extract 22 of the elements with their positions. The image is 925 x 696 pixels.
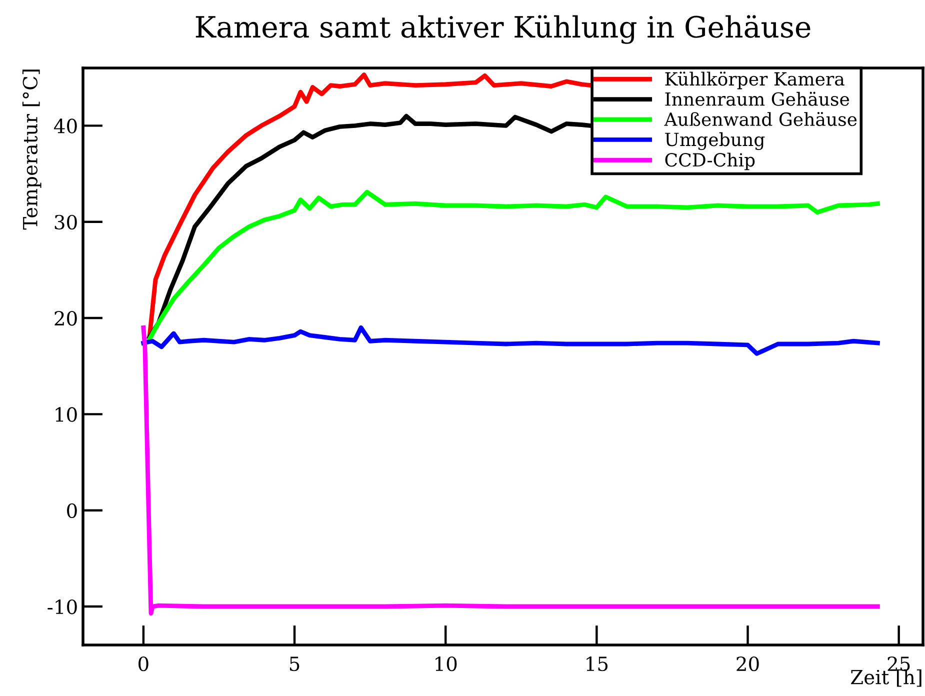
y-tick-label: 30	[54, 214, 77, 230]
x-tick-label: 10	[436, 656, 457, 672]
line-series	[147, 190, 880, 342]
x-tick-label: 0	[138, 656, 148, 672]
x-tick-label: 25	[888, 656, 910, 672]
chart-title: Kamera samt aktiver Kühlung in Gehäuse	[196, 15, 810, 44]
legend-label: Kühlkörper Kamera	[665, 72, 844, 90]
x-tick-label: 15	[586, 656, 608, 672]
y-axis-title: Temperatur [°C]	[22, 70, 42, 230]
x-tick-label: 20	[736, 656, 759, 672]
legend-label: Außenwand Gehäuse	[664, 112, 857, 126]
legend-label: Innenraum Gehäuse	[665, 92, 850, 106]
y-tick-label: 0	[67, 503, 77, 518]
legend-label: CCD-Chip	[665, 152, 755, 170]
x-tick-label: 5	[290, 656, 300, 672]
y-tick-label: 40	[54, 118, 77, 134]
y-tick-label: 20	[54, 310, 77, 326]
line-series	[141, 325, 880, 356]
line-series	[141, 325, 880, 616]
y-tick-label: 10	[56, 407, 77, 422]
y-tick-label: -10	[48, 599, 77, 614]
legend-label: Umgebung	[665, 132, 765, 150]
